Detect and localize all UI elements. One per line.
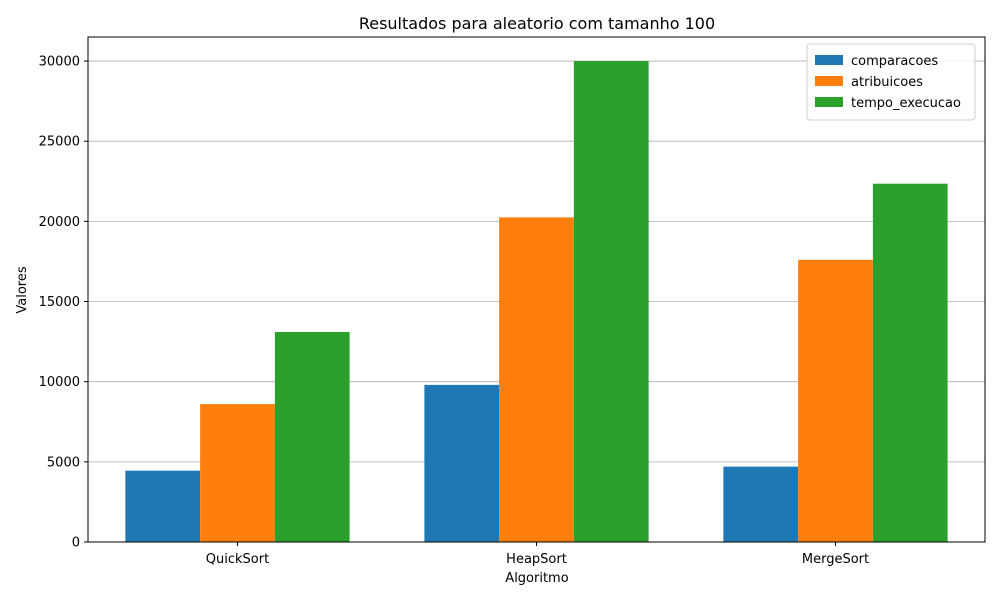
legend-box [806, 43, 976, 121]
bar-comparacoes-mergesort [723, 466, 799, 542]
y-tick-label: 0 [72, 536, 80, 551]
y-axis-ticks: 0 5000 10000 15000 20000 25000 30000 [39, 55, 88, 551]
bar-tempo_execucao-quicksort [274, 331, 350, 542]
x-axis-ticks: QuickSort HeapSort MergeSort [206, 542, 869, 567]
x-tick-label-quicksort: QuickSort [206, 552, 269, 567]
bar-tempo_execucao-heapsort [573, 61, 649, 543]
bar-atribuicoes-heapsort [499, 217, 574, 542]
bar-tempo_execucao-mergesort [872, 183, 948, 542]
y-tick-label: 30000 [39, 55, 80, 70]
legend-swatch-comparacoes [815, 55, 843, 65]
bar-atribuicoes-quicksort [200, 404, 275, 542]
y-tick-label: 15000 [39, 295, 80, 310]
y-tick-label: 20000 [39, 215, 80, 230]
y-tick-label: 25000 [39, 135, 80, 150]
legend: comparacoes atribuicoes tempo_execucao [806, 43, 976, 121]
y-axis-label: Valores [15, 266, 30, 313]
legend-swatch-tempo_execucao [815, 97, 843, 107]
x-axis-label: Algoritmo [505, 571, 568, 586]
x-tick-label-heapsort: HeapSort [506, 552, 567, 567]
legend-label-atribuicoes: atribuicoes [851, 75, 923, 90]
bars [125, 61, 948, 543]
legend-label-tempo_execucao: tempo_execucao [851, 96, 961, 111]
legend-label-comparacoes: comparacoes [851, 54, 938, 69]
y-tick-label: 10000 [39, 375, 80, 390]
x-tick-label-mergesort: MergeSort [802, 552, 869, 567]
chart-title: Resultados para aleatorio com tamanho 10… [359, 14, 715, 33]
y-tick-label: 5000 [47, 455, 80, 470]
bar-comparacoes-quicksort [125, 470, 201, 542]
bar-comparacoes-heapsort [424, 384, 500, 542]
bar-atribuicoes-mergesort [798, 259, 873, 542]
legend-swatch-atribuicoes [815, 76, 843, 86]
